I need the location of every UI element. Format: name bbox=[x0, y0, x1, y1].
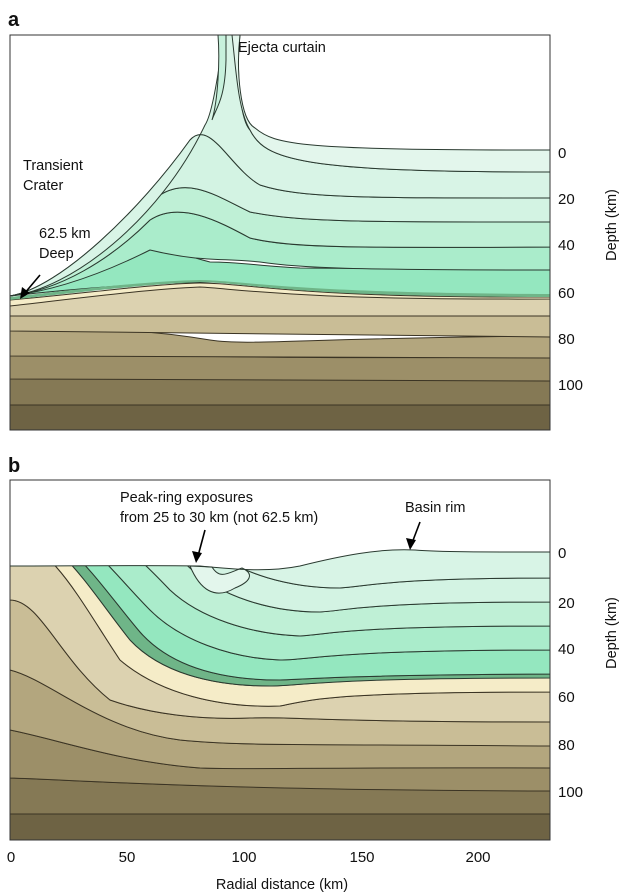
transient-crater-label-line1: Transient bbox=[23, 158, 83, 174]
cream-layer bbox=[10, 282, 550, 307]
panel-a-depth-ticks: 0 20 40 60 80 100 bbox=[558, 145, 583, 394]
depth-tick-label: 40 bbox=[558, 237, 575, 254]
crater-depth-label-line2: Deep bbox=[39, 246, 74, 262]
surface-profile bbox=[10, 480, 550, 570]
basin-rim-label: Basin rim bbox=[405, 500, 465, 516]
peak-ring-arrow bbox=[192, 529, 206, 563]
depth-tick-label: 80 bbox=[558, 737, 575, 754]
ejecta-curtain bbox=[210, 35, 550, 173]
basin-rim-arrow bbox=[406, 521, 421, 550]
panel-a-letter: a bbox=[8, 9, 20, 31]
green-marker-band bbox=[10, 280, 550, 300]
transient-crater-label-line2: Crater bbox=[23, 178, 63, 194]
depth-tick-label: 20 bbox=[558, 595, 575, 612]
ejecta-curtain-label: Ejecta curtain bbox=[238, 40, 326, 56]
depth-tick-label: 20 bbox=[558, 191, 575, 208]
depth-tick-label: 80 bbox=[558, 331, 575, 348]
x-tick-label: 150 bbox=[349, 849, 374, 866]
brown-layer-6 bbox=[10, 812, 550, 840]
panel-b-depth-ticks: 0 20 40 60 80 100 bbox=[558, 545, 583, 801]
depth-tick-label: 0 bbox=[558, 145, 566, 162]
depth-tick-label: 0 bbox=[558, 545, 566, 562]
panel-b-frame bbox=[9, 479, 551, 841]
brown-layer-4 bbox=[10, 353, 550, 382]
depth-tick-label: 60 bbox=[558, 689, 575, 706]
ejecta-curtain-inner bbox=[211, 35, 227, 121]
peak-ring-label-line2: from 25 to 30 km (not 62.5 km) bbox=[120, 510, 318, 526]
depth-arrow bbox=[20, 274, 41, 299]
x-axis-title: Radial distance (km) bbox=[216, 877, 348, 893]
depth-tick-label: 100 bbox=[558, 784, 583, 801]
peak-ring-label-line1: Peak-ring exposures bbox=[120, 490, 253, 506]
panel-a-stratigraphy bbox=[10, 35, 550, 430]
panel-b-stratigraphy bbox=[10, 480, 550, 840]
brown-layer-5 bbox=[10, 376, 550, 406]
panel-a-depth-axis-title: Depth (km) bbox=[604, 189, 620, 261]
depth-tick-label: 100 bbox=[558, 377, 583, 394]
brown-layer-6 bbox=[10, 403, 550, 430]
x-tick-label: 50 bbox=[119, 849, 136, 866]
x-tick-label: 0 bbox=[7, 849, 15, 866]
x-tick-label: 200 bbox=[465, 849, 490, 866]
depth-tick-label: 40 bbox=[558, 641, 575, 658]
x-tick-label: 100 bbox=[231, 849, 256, 866]
depth-tick-label: 60 bbox=[558, 285, 575, 302]
peak-ring-fold bbox=[189, 565, 250, 594]
panel-b-depth-axis-title: Depth (km) bbox=[604, 597, 620, 669]
panel-b-letter: b bbox=[8, 455, 20, 477]
x-axis-ticks: 0 50 100 150 200 bbox=[7, 849, 491, 866]
panel-a-frame bbox=[9, 34, 551, 431]
crater-depth-label-line1: 62.5 km bbox=[39, 226, 91, 242]
